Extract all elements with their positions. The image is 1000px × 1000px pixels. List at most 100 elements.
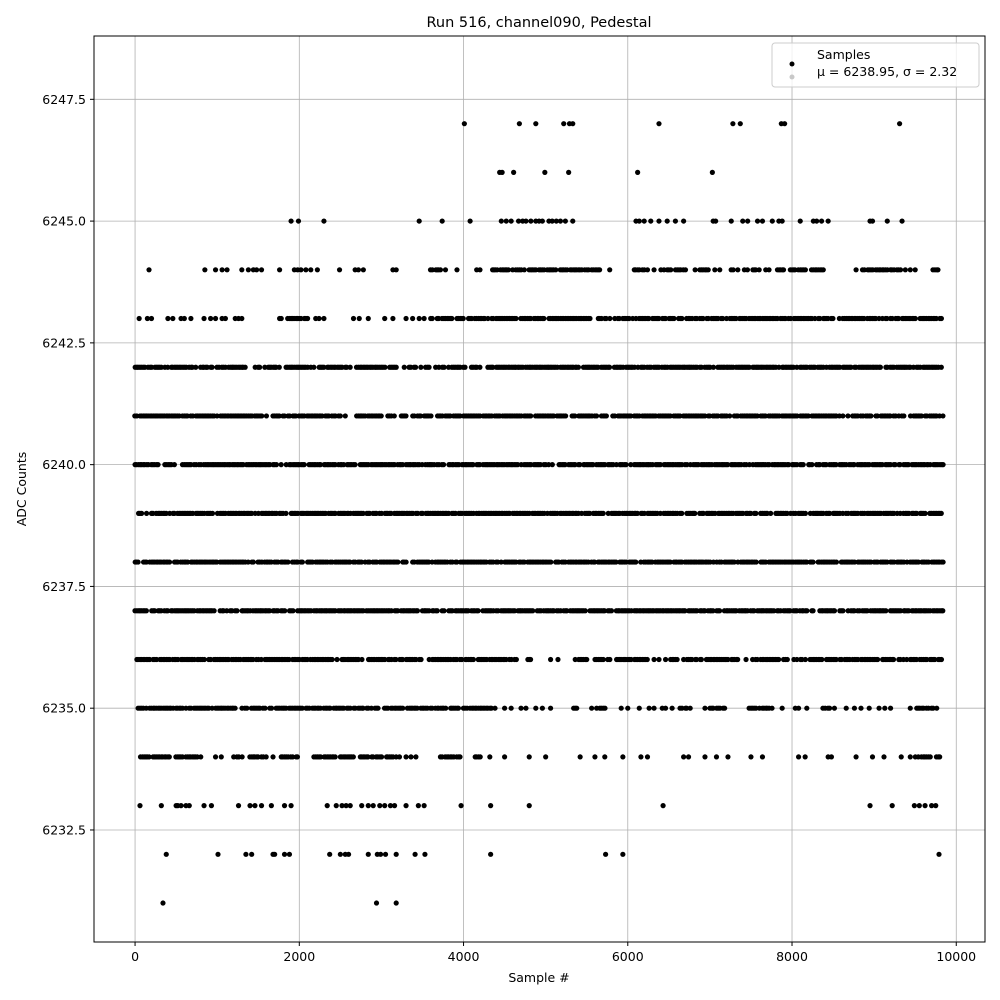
- data-point: [753, 559, 759, 565]
- data-point: [360, 705, 366, 711]
- data-point: [382, 364, 388, 370]
- data-point: [403, 803, 409, 809]
- data-point: [882, 705, 888, 711]
- data-point: [935, 267, 941, 273]
- data-point: [814, 218, 820, 224]
- data-point: [403, 315, 409, 322]
- data-point: [938, 315, 944, 322]
- data-point: [342, 413, 348, 419]
- data-point: [516, 121, 522, 127]
- data-point: [577, 462, 583, 468]
- data-point: [875, 656, 881, 663]
- data-point: [766, 267, 772, 273]
- data-point: [679, 510, 685, 516]
- data-point: [922, 803, 928, 809]
- data-point: [188, 315, 194, 322]
- data-point: [656, 218, 662, 224]
- y-tick-label: 6245.0: [42, 214, 86, 229]
- data-point: [165, 364, 171, 370]
- data-point: [440, 462, 447, 468]
- data-point: [607, 267, 613, 273]
- data-point: [869, 754, 876, 760]
- data-point: [358, 559, 365, 565]
- data-point: [828, 754, 835, 760]
- data-point: [336, 267, 343, 273]
- data-point: [270, 754, 276, 760]
- data-point: [148, 315, 155, 322]
- data-point: [243, 851, 249, 857]
- data-point: [170, 315, 176, 322]
- data-point: [934, 705, 940, 711]
- data-point: [401, 364, 407, 370]
- data-point: [620, 754, 626, 760]
- data-point: [896, 121, 903, 127]
- data-point: [281, 803, 288, 809]
- y-axis-label: ADC Counts: [14, 452, 29, 527]
- data-point: [769, 705, 775, 711]
- data-point: [786, 462, 792, 468]
- data-point: [656, 656, 662, 663]
- data-point: [620, 851, 626, 857]
- data-point: [375, 705, 381, 711]
- data-point: [646, 315, 652, 322]
- data-point: [501, 705, 508, 711]
- data-point: [470, 462, 476, 468]
- data-point: [155, 462, 161, 468]
- data-point: [618, 705, 624, 711]
- data-point: [656, 121, 662, 127]
- data-point: [347, 803, 353, 809]
- data-point: [830, 315, 836, 322]
- data-point: [245, 559, 251, 565]
- data-point: [607, 315, 613, 322]
- data-point: [634, 510, 641, 516]
- data-point: [853, 267, 859, 273]
- data-point: [166, 559, 173, 565]
- legend: Samples μ = 6238.95, σ = 2.32: [771, 42, 980, 88]
- data-point: [278, 462, 284, 468]
- data-point: [262, 705, 268, 711]
- data-point: [644, 656, 650, 663]
- data-point: [600, 656, 606, 663]
- data-point: [831, 608, 838, 614]
- data-point: [601, 608, 608, 614]
- data-point: [602, 754, 608, 760]
- data-point: [662, 656, 669, 663]
- data-point: [428, 413, 434, 419]
- data-point: [892, 462, 898, 468]
- data-point: [646, 705, 652, 711]
- data-point: [178, 803, 184, 809]
- data-point: [382, 803, 388, 809]
- data-point: [365, 754, 371, 760]
- data-point: [668, 267, 674, 273]
- data-point: [712, 267, 718, 273]
- data-point: [600, 510, 606, 516]
- data-point: [202, 267, 208, 273]
- data-point: [709, 169, 715, 175]
- data-point: [782, 121, 788, 127]
- data-point: [429, 315, 435, 322]
- data-point: [416, 315, 422, 322]
- data-point: [858, 705, 864, 711]
- data-point: [911, 803, 917, 809]
- x-axis-ticks: 0 2000 4000 6000 8000 10000: [131, 942, 976, 964]
- data-point: [845, 413, 851, 419]
- data-point: [681, 218, 687, 224]
- data-point: [403, 559, 409, 565]
- data-point: [462, 364, 468, 370]
- data-point: [316, 315, 322, 322]
- data-point: [391, 413, 397, 419]
- data-point: [672, 218, 679, 224]
- data-point: [606, 364, 613, 370]
- data-point: [513, 656, 519, 663]
- data-point: [165, 315, 171, 322]
- data-point: [730, 121, 736, 127]
- y-tick-label: 6235.0: [42, 701, 86, 716]
- data-point: [301, 462, 307, 468]
- data-point: [212, 754, 219, 760]
- data-point: [717, 267, 723, 273]
- data-point: [314, 267, 320, 273]
- data-point: [329, 656, 335, 663]
- data-point: [547, 705, 554, 711]
- data-point: [327, 705, 333, 711]
- data-point: [887, 705, 894, 711]
